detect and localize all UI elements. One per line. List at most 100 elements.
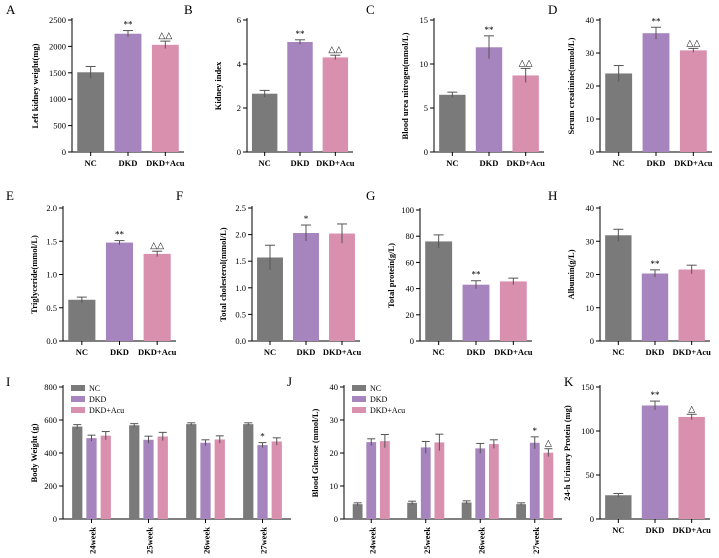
panel-b-significance: △△ xyxy=(328,44,342,54)
panel-a-xtick-label: DKD xyxy=(119,158,138,168)
panel-f-ytick-label: 1.0 xyxy=(235,283,246,293)
panel-j-legend-swatch xyxy=(352,407,366,413)
panel-j-legend-swatch xyxy=(352,396,366,402)
panel-e-ytick-label: 0.5 xyxy=(46,303,57,313)
panel-h-xtick-label: NC xyxy=(612,347,624,357)
panel-a-bar-dkd-acu xyxy=(151,44,179,153)
panel-i-bar-nc xyxy=(243,424,254,519)
panel-f-xtick-label: DKD+Acu xyxy=(323,347,362,357)
panel-h-xtick-label: DKD xyxy=(646,347,665,357)
panel-c: C 0 5 10 15 Blood urea nitrogen(mmol/L) NC DKD *… xyxy=(366,2,545,168)
panel-i-bar-dkd-acu xyxy=(271,441,282,519)
panel-i-bar-nc xyxy=(129,425,140,519)
panel-i-bar-nc xyxy=(72,426,83,519)
panel-i-legend-swatch xyxy=(71,396,85,402)
panel-f-ytick-label: 0.0 xyxy=(235,336,246,346)
panel-j-legend-label: DKD+Acu xyxy=(370,406,405,415)
panel-f-bar-dkd-acu xyxy=(329,233,355,341)
panel-c-xtick-label: DKD+Acu xyxy=(506,158,545,168)
panel-d-significance: △△ xyxy=(686,37,700,47)
panel-i-ytick-label: 0 xyxy=(53,514,57,524)
panel-a-xtick-label: DKD+Acu xyxy=(146,158,185,168)
panel-c-bar-nc xyxy=(439,94,466,152)
panel-j-ytick-label: 0 xyxy=(334,514,338,524)
panel-j-bar-nc xyxy=(461,502,472,519)
panel-k-ylabel: 24-h Urinary Protein (mg) xyxy=(562,405,572,501)
panel-h-bar-nc xyxy=(605,235,632,341)
panel-j-bar-dkd xyxy=(529,442,540,519)
panel-b-bar-dkd xyxy=(287,42,313,152)
panel-i-ytick-label: 400 xyxy=(44,448,57,458)
panel-e-xtick-label: DKD+Acu xyxy=(138,347,177,357)
panel-j-xtick-label: 27week xyxy=(531,527,541,554)
panel-k-significance: ** xyxy=(651,390,661,400)
panel-g-ytick-label: 20 xyxy=(406,310,415,320)
panel-c-letter: C xyxy=(366,2,375,17)
panel-a-ytick-label: 2000 xyxy=(49,41,66,51)
panel-f-xtick-label: NC xyxy=(264,347,276,357)
panel-i-legend-label: NC xyxy=(89,384,100,393)
panel-d-ylabel: Serum creatinine(mmol/L) xyxy=(566,37,576,134)
panel-d-ytick-label: 0 xyxy=(590,147,594,157)
panel-j-xtick-label: 25week xyxy=(422,527,432,554)
panel-e-bar-dkd xyxy=(105,242,134,341)
panel-h-ytick-label: 0 xyxy=(590,336,594,346)
panel-d-ytick-label: 40 xyxy=(586,15,595,25)
panel-b-significance: ** xyxy=(296,29,306,39)
panel-i-xtick-label: 25week xyxy=(145,527,155,554)
panel-i-bar-dkd xyxy=(143,439,154,519)
panel-c-ytick-label: 5 xyxy=(424,103,428,113)
panel-g-bar-nc xyxy=(425,241,453,341)
panel-f-ytick-label: 1.5 xyxy=(235,256,246,266)
panel-d-letter: D xyxy=(548,2,557,17)
panel-j-letter: J xyxy=(287,374,292,389)
panel-e-ytick-label: 1.5 xyxy=(46,236,57,246)
panel-i-ylabel: Body Weight (g) xyxy=(29,423,39,482)
panel-i-legend-swatch xyxy=(71,407,85,413)
panel-c-significance: △△ xyxy=(519,57,533,67)
panel-f-bar-nc xyxy=(257,257,283,341)
panel-e-ytick-label: 0.0 xyxy=(46,336,57,346)
panel-i-xtick-label: 24week xyxy=(88,527,98,554)
panel-h-ytick-label: 40 xyxy=(586,203,595,213)
panel-i-legend-swatch xyxy=(71,385,85,391)
panel-j-ytick-label: 30 xyxy=(330,415,339,425)
panel-a-ytick-label: 500 xyxy=(53,121,66,131)
panel-b-bar-dkd-acu xyxy=(322,57,349,152)
panel-a: A 0 500 1000 1500 2000 2500 Left kidney weight(… xyxy=(6,2,185,168)
panel-b-bar-nc xyxy=(251,93,278,152)
panel-b-ytick-label: 4 xyxy=(237,59,242,69)
panel-g-ytick-label: 100 xyxy=(401,205,414,215)
panel-c-bar-dkd-acu xyxy=(512,75,539,152)
panel-j-xtick-label: 26week xyxy=(476,527,486,554)
panel-e-ylabel: Triglyceride(mmol/L) xyxy=(29,235,39,314)
panel-i-bar-dkd-acu xyxy=(157,436,168,519)
panel-b-xtick-label: DKD xyxy=(291,158,310,168)
panel-d-xtick-label: NC xyxy=(613,158,625,168)
panel-h-letter: H xyxy=(548,188,557,203)
panel-k-xtick-label: DKD xyxy=(646,525,665,535)
panel-b-ytick-label: 6 xyxy=(237,15,241,25)
panel-k: K 0 50 100 150 24-h Urinary Protein (mg) NC DKD… xyxy=(562,374,711,535)
panel-k-bar-dkd-acu xyxy=(678,416,705,519)
panel-a-xtick-label: NC xyxy=(85,158,97,168)
panel-c-xtick-label: DKD xyxy=(480,158,499,168)
panel-b-ytick-label: 0 xyxy=(237,147,241,157)
panel-a-bar-nc xyxy=(77,72,105,152)
panel-g-ylabel: Total protein(g/L) xyxy=(386,243,396,308)
panel-i-bar-dkd-acu xyxy=(214,439,225,519)
panel-g-bar-dkd-acu xyxy=(499,281,527,341)
panel-b-xtick-label: DKD+Acu xyxy=(316,158,355,168)
panel-i-bar-nc xyxy=(186,424,197,519)
panel-j-legend-label: NC xyxy=(370,384,381,393)
panel-e-xtick-label: NC xyxy=(76,347,88,357)
panel-k-ytick-label: 100 xyxy=(581,426,594,436)
panel-e-letter: E xyxy=(6,188,14,203)
panel-g-ytick-label: 0 xyxy=(410,336,414,346)
panel-a-significance: △△ xyxy=(158,30,172,40)
panel-i-ytick-label: 800 xyxy=(44,382,57,392)
panel-h: H 0 10 20 30 40 Albumin(g/L) NC DKD ** DKD+Acu xyxy=(548,188,711,357)
panel-j-ytick-label: 20 xyxy=(330,448,339,458)
panel-i-bar-dkd xyxy=(257,445,268,519)
